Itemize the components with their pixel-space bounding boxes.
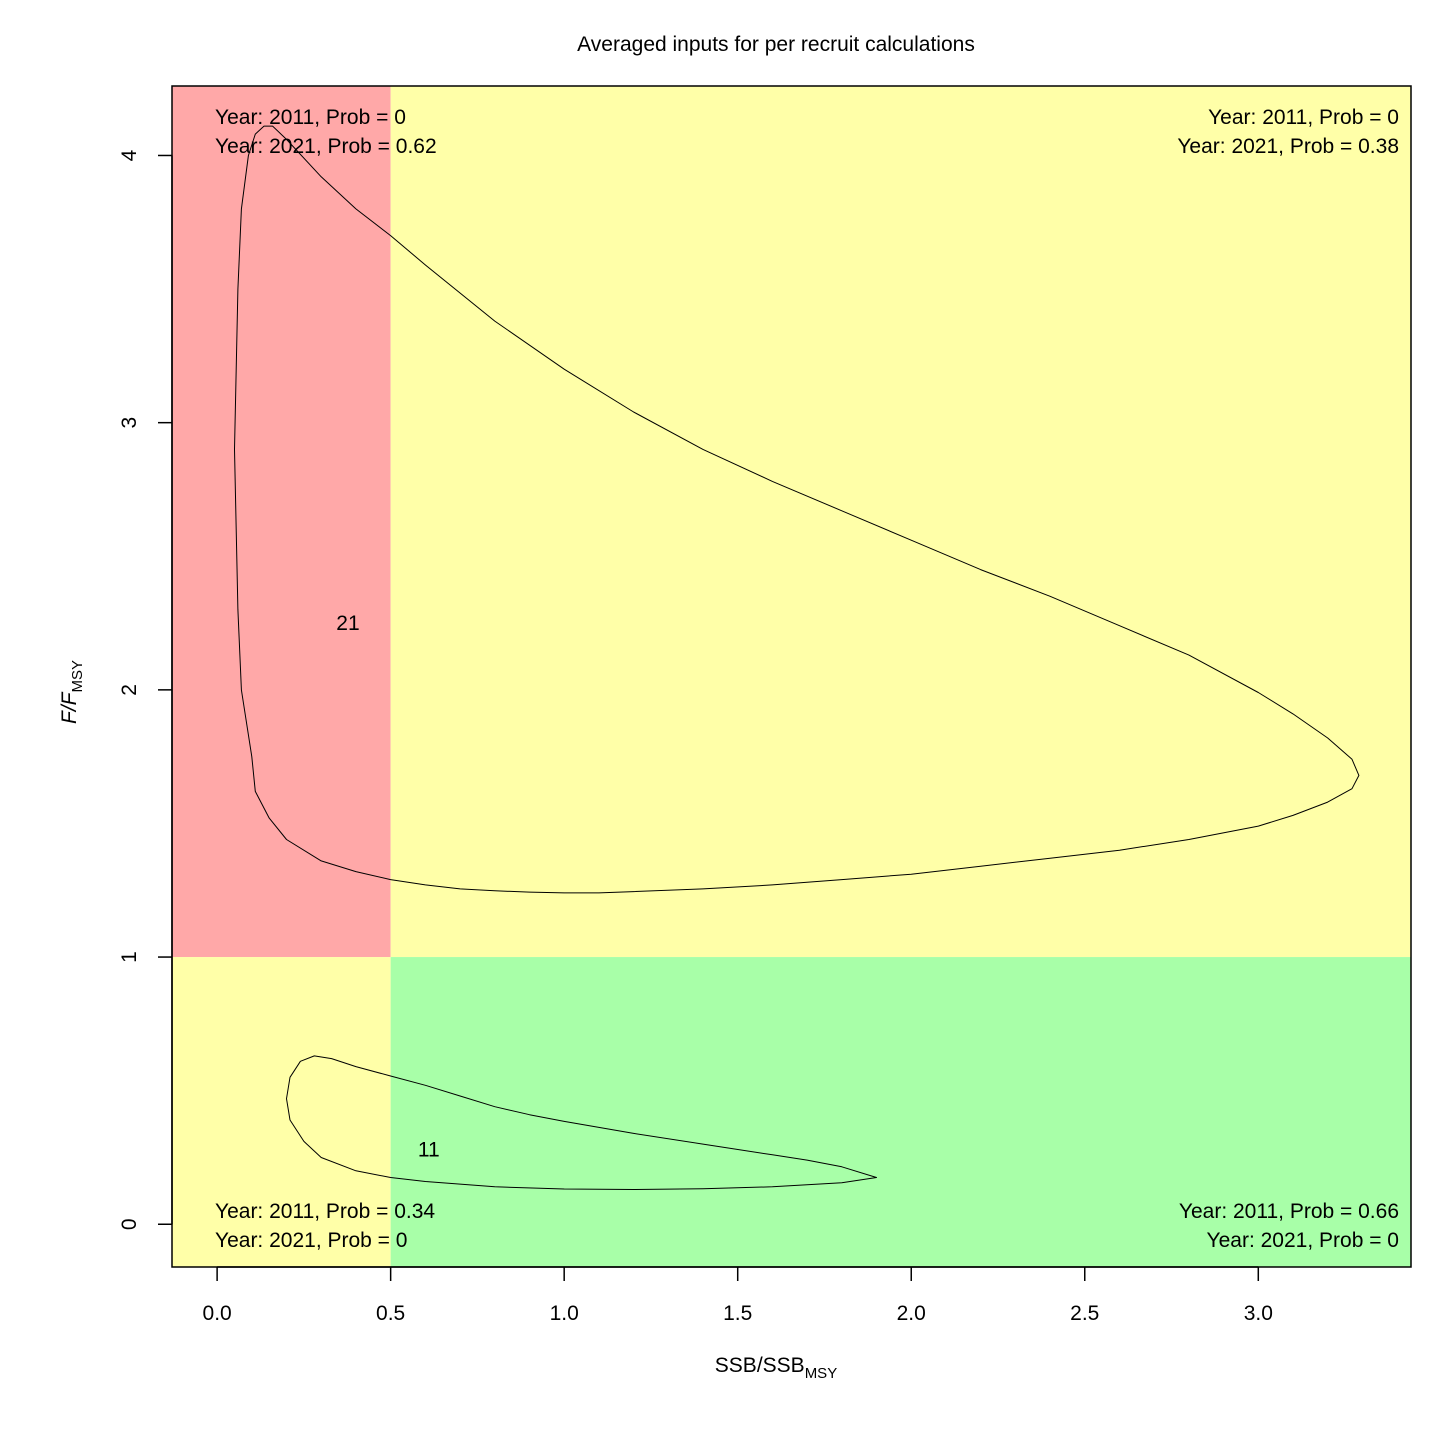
quadrant-label-top-right-line-2: Year: 2021, Prob = 0.38 — [1177, 135, 1399, 158]
x-tick-label-0.0: 0.0 — [203, 1302, 232, 1325]
x-axis-label-main: SSB/SSB — [715, 1354, 805, 1377]
y-tick-label-3: 3 — [118, 417, 141, 429]
quadrant-label-bottom-left-line-1: Year: 2011, Prob = 0.34 — [215, 1200, 435, 1223]
quadrant-label-bottom-left-line-2: Year: 2021, Prob = 0 — [215, 1229, 407, 1252]
quadrant-label-layer: Year: 2011, Prob = 0 Year: 2021, Prob = 0… — [215, 106, 1399, 1252]
quadrant-label-top-left-line-1: Year: 2011, Prob = 0 — [215, 106, 406, 129]
quadrant-top-right — [390, 86, 1411, 958]
y-axis-label-sub: MSY — [69, 660, 86, 693]
x-tick-label-2.5: 2.5 — [1070, 1302, 1099, 1325]
quadrant-layer — [172, 86, 1411, 1267]
y-tick-label-4: 4 — [118, 149, 141, 161]
quadrant-bottom-left — [172, 957, 391, 1267]
x-tick-label-2.0: 2.0 — [897, 1302, 926, 1325]
quadrant-label-top-left-line-2: Year: 2021, Prob = 0.62 — [215, 135, 437, 158]
x-axis-label: SSB/SSBMSY — [715, 1354, 837, 1382]
contour-layer: 21 11 — [234, 125, 1360, 1190]
x-tick-label-1.0: 1.0 — [550, 1302, 579, 1325]
quadrant-label-bottom-right-line-2: Year: 2021, Prob = 0 — [1207, 1229, 1399, 1252]
quadrant-top-left — [172, 86, 391, 958]
y-axis-label: F/FMSY — [58, 660, 86, 724]
y-tick-label-2: 2 — [118, 684, 141, 696]
quadrant-label-bottom-right-line-1: Year: 2011, Prob = 0.66 — [1179, 1200, 1399, 1223]
x-axis-label-sub: MSY — [805, 1365, 838, 1382]
x-tick-label-1.5: 1.5 — [723, 1302, 752, 1325]
axes-layer: 0.0 0.5 1.0 1.5 2.0 2.5 3.0 0 1 2 3 4 — [118, 85, 1412, 1325]
chart-title: Averaged inputs for per recruit calculat… — [577, 33, 975, 56]
quadrant-bottom-right — [390, 957, 1411, 1267]
y-tick-label-0: 0 — [118, 1218, 141, 1230]
y-axis-label-main: F/F — [58, 691, 81, 724]
quadrant-label-top-right-line-1: Year: 2011, Prob = 0 — [1208, 106, 1399, 129]
contour-line-21 — [234, 125, 1360, 894]
contour-label-21: 21 — [336, 612, 359, 635]
y-tick-label-1: 1 — [118, 951, 141, 963]
x-tick-label-0.5: 0.5 — [376, 1302, 405, 1325]
contour-line-11 — [286, 1055, 877, 1190]
x-tick-label-3.0: 3.0 — [1244, 1302, 1273, 1325]
contour-label-11: 11 — [418, 1138, 440, 1161]
